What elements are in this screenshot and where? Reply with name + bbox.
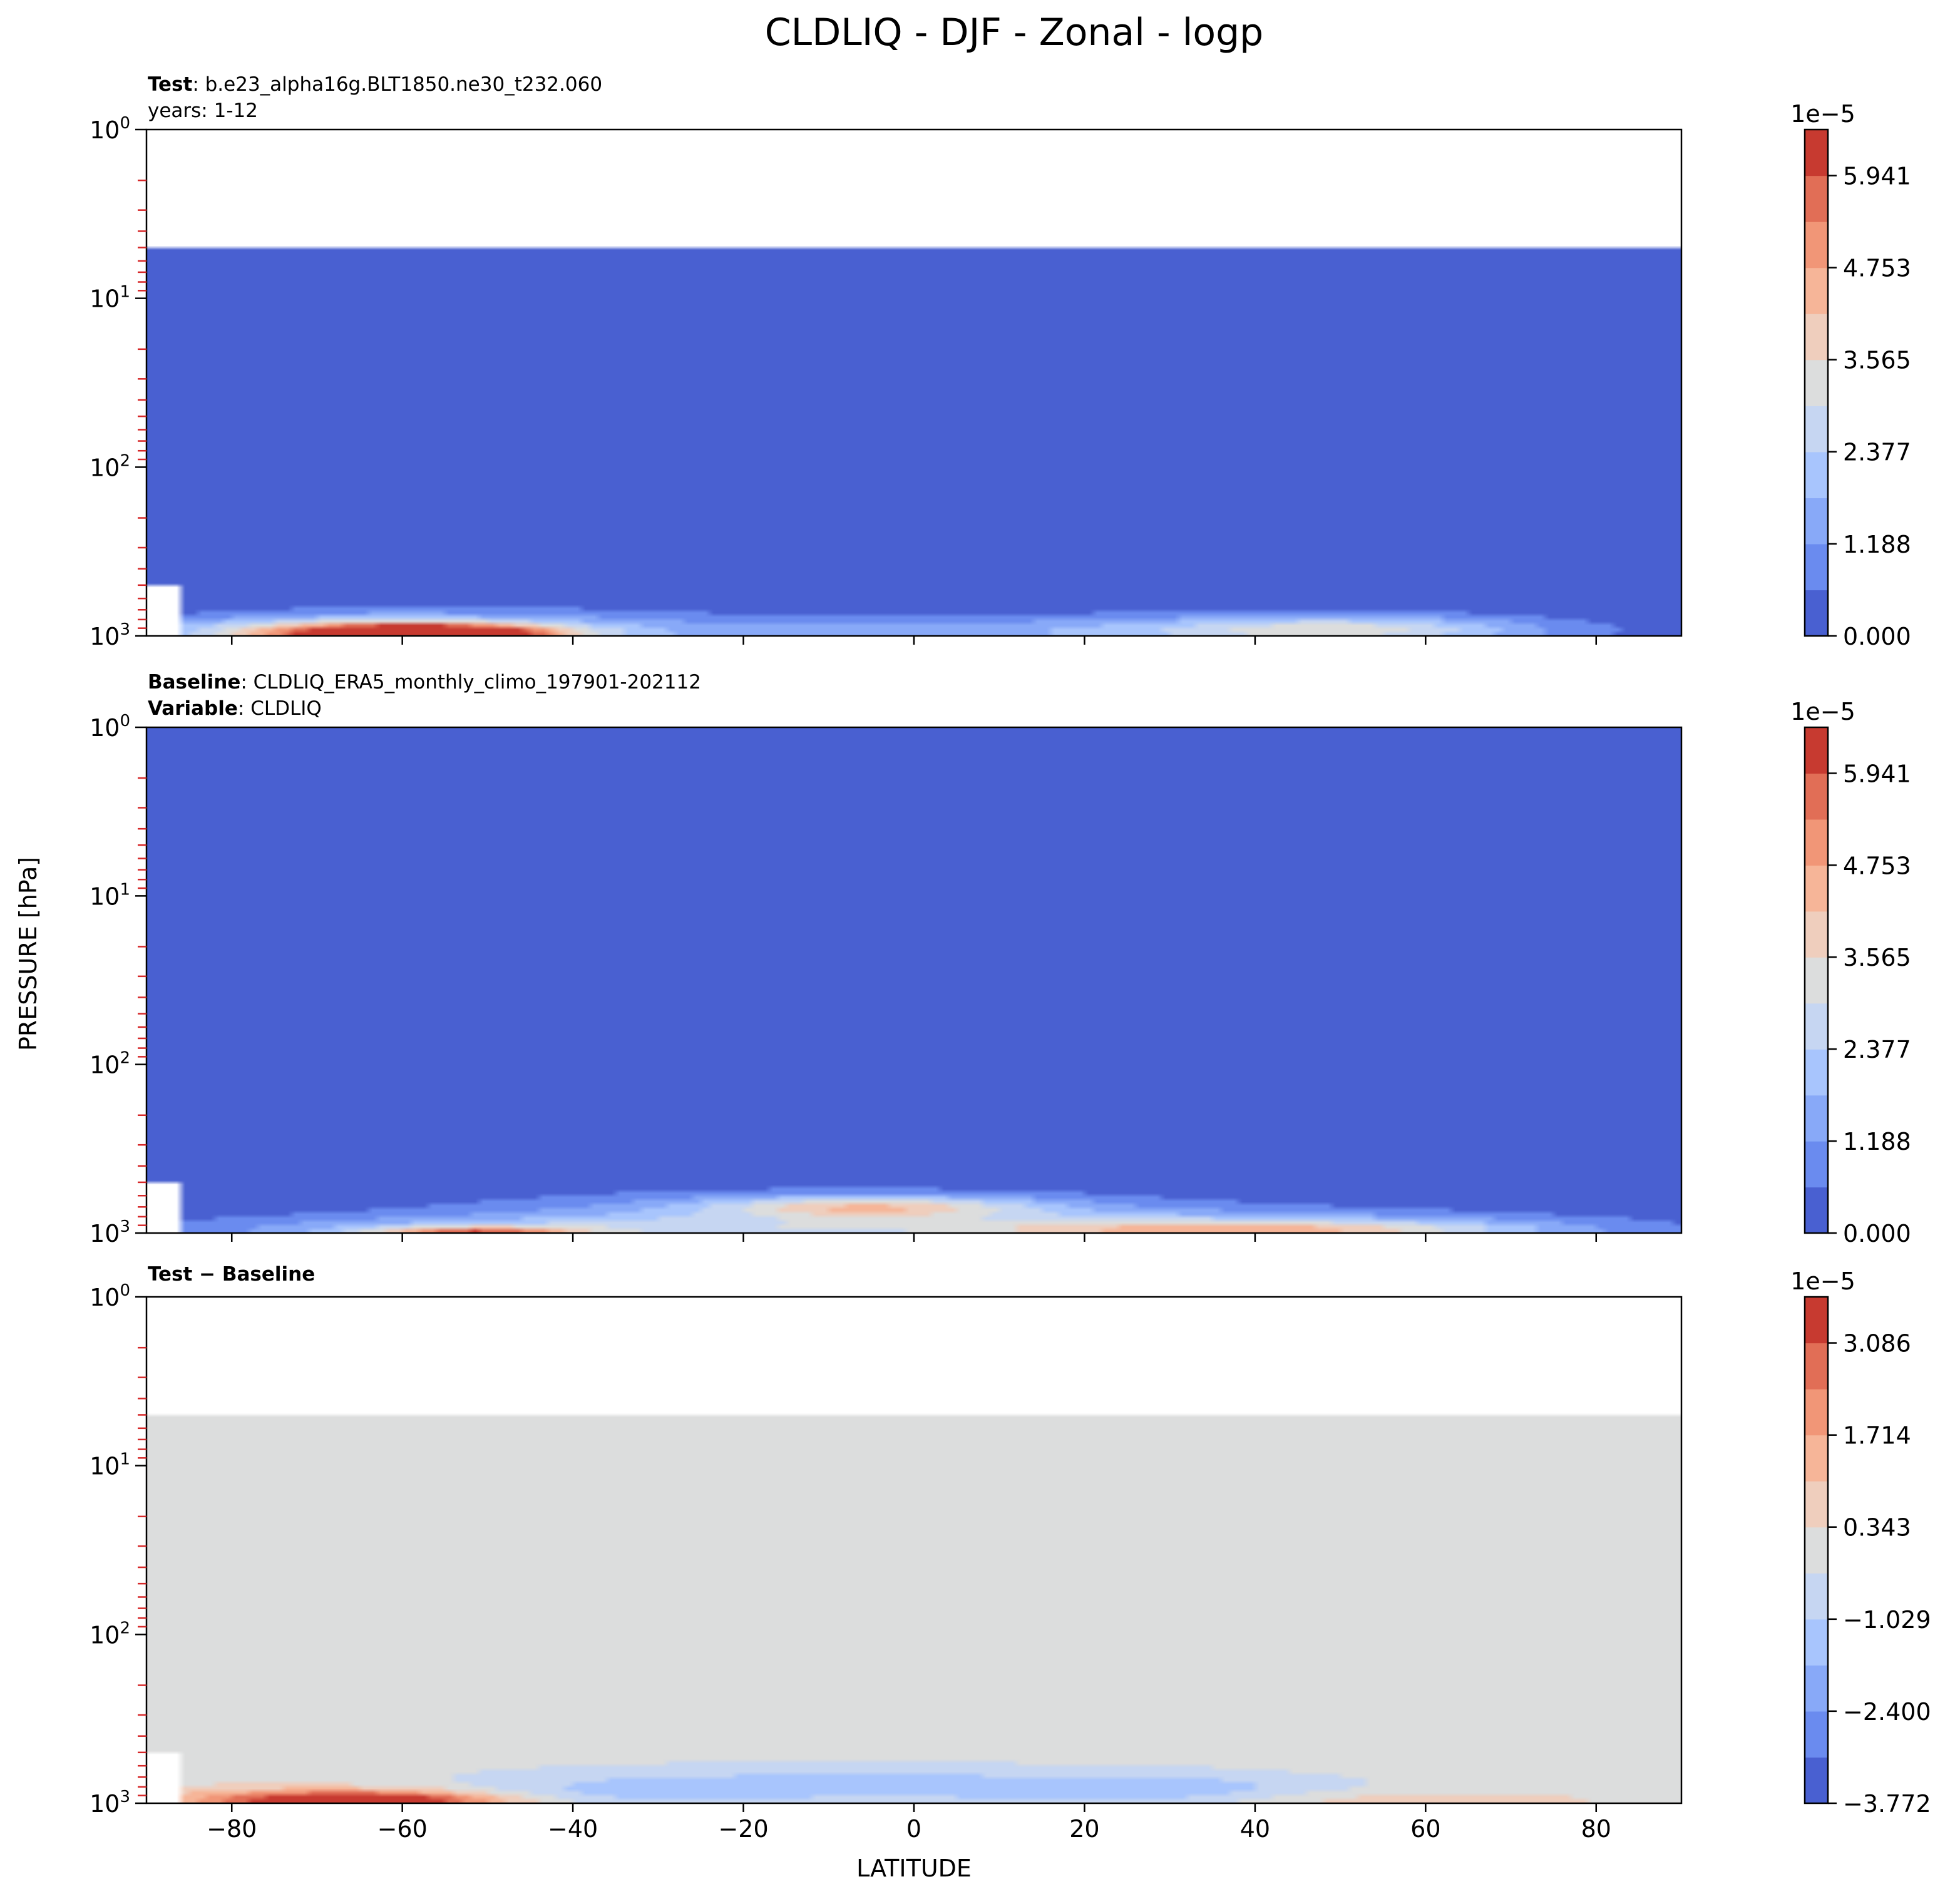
- y-tick-label: 103: [90, 1217, 130, 1247]
- colorbar-swatch: [1805, 590, 1828, 637]
- colorbar-tick-label: 5.941: [1843, 760, 1911, 787]
- colorbar-tick-label: −3.772: [1843, 1790, 1931, 1818]
- colorbar-swatch: [1805, 1665, 1828, 1712]
- y-tick-label: 103: [90, 1788, 130, 1818]
- x-tick-label: 0: [906, 1815, 921, 1843]
- colorbar-swatch: [1805, 498, 1828, 545]
- colorbar-exponent: 1e−5: [1790, 100, 1855, 128]
- colorbar-swatch: [1805, 359, 1828, 406]
- colorbar-swatch: [1805, 911, 1828, 958]
- y-tick-label: 102: [90, 1619, 130, 1649]
- y-tick-label: 103: [90, 620, 130, 650]
- colorbar-tick-label: 3.565: [1843, 944, 1911, 971]
- colorbar-tick-label: 4.753: [1843, 852, 1911, 879]
- panel-header-line: Test − Baseline: [148, 1263, 315, 1286]
- colorbar-exponent: 1e−5: [1790, 1267, 1855, 1295]
- colorbar-tick-label: 1.188: [1843, 531, 1911, 558]
- colorbar-tick-label: 1.714: [1843, 1422, 1911, 1450]
- colorbar-swatch: [1805, 819, 1828, 866]
- colorbar-tick-label: 0.000: [1843, 623, 1911, 650]
- y-tick-label: 100: [90, 1281, 130, 1311]
- x-tick-label: 60: [1410, 1815, 1440, 1843]
- colorbar-tick-label: −1.029: [1843, 1606, 1931, 1634]
- colorbar-swatch: [1805, 865, 1828, 912]
- y-tick-label: 101: [90, 1450, 130, 1480]
- y-tick-label: 101: [90, 880, 130, 910]
- colorbar-swatch: [1805, 1481, 1828, 1528]
- colorbar-tick-label: 2.377: [1843, 439, 1911, 466]
- colorbar-tick-label: 1.188: [1843, 1128, 1911, 1155]
- x-tick-label: 40: [1240, 1815, 1270, 1843]
- y-tick-label: 101: [90, 283, 130, 313]
- colorbar-swatch: [1805, 1711, 1828, 1758]
- colorbar-exponent: 1e−5: [1790, 698, 1855, 725]
- colorbar-swatch: [1805, 1389, 1828, 1436]
- x-tick-label: −80: [207, 1815, 257, 1843]
- y-tick-label: 102: [90, 1049, 130, 1079]
- colorbar-frame-2: [1804, 726, 1829, 1234]
- colorbar-swatch: [1805, 1757, 1828, 1804]
- colorbar-tick-label: 5.941: [1843, 163, 1911, 190]
- colorbar-swatch: [1805, 406, 1828, 453]
- colorbar-swatch: [1805, 1297, 1828, 1344]
- colorbar-swatch: [1805, 1619, 1828, 1666]
- colorbar-swatch: [1805, 543, 1828, 591]
- colorbar-swatch: [1805, 267, 1828, 314]
- colorbar-swatch: [1805, 727, 1828, 774]
- colorbar-swatch: [1805, 451, 1828, 498]
- figure-title: CLDLIQ - DJF - Zonal - logp: [765, 11, 1264, 54]
- colorbar-tick-label: 0.343: [1843, 1514, 1911, 1542]
- colorbar-swatch: [1805, 130, 1828, 177]
- colorbar-swatch: [1805, 1141, 1828, 1188]
- y-axis-label: PRESSURE [hPa]: [14, 857, 42, 1051]
- colorbar-swatch: [1805, 222, 1828, 269]
- colorbar-tick-label: 3.565: [1843, 347, 1911, 374]
- colorbar-frame-1: [1804, 128, 1829, 637]
- x-tick-label: −20: [718, 1815, 768, 1843]
- contour-fill-3: [146, 1297, 1681, 1803]
- colorbar-swatch: [1805, 175, 1828, 222]
- x-tick-label: 20: [1069, 1815, 1099, 1843]
- x-tick-label: −60: [377, 1815, 428, 1843]
- panel-header-line: Test: b.e23_alpha16g.BLT1850.ne30_t232.0…: [148, 73, 602, 96]
- x-tick-label: −40: [548, 1815, 598, 1843]
- contour-fill-1: [146, 130, 1681, 636]
- colorbar-tick-label: 2.377: [1843, 1036, 1911, 1063]
- y-tick-label: 100: [90, 712, 130, 742]
- y-tick-label: 102: [90, 451, 130, 481]
- panels: 100 101 102 103 Test: b.e23_alpha16g.BLT1850…: [90, 73, 1931, 1843]
- colorbar-swatch: [1805, 1343, 1828, 1390]
- colorbar-tick-label: 4.753: [1843, 255, 1911, 282]
- y-tick-label: 100: [90, 114, 130, 144]
- panel-header-line: Baseline: CLDLIQ_ERA5_monthly_climo_1979…: [148, 671, 701, 694]
- colorbar-swatch: [1805, 314, 1828, 361]
- colorbar-tick-label: −2.400: [1843, 1698, 1931, 1726]
- panel-2: 100 101 102 103 Baseline: CLDLIQ_ERA5_monthl…: [90, 671, 1911, 1247]
- colorbar-swatch: [1805, 1049, 1828, 1096]
- colorbar-swatch: [1805, 1435, 1828, 1482]
- colorbar-swatch: [1805, 1095, 1828, 1142]
- panel-1: 100 101 102 103 Test: b.e23_alpha16g.BLT1850…: [90, 73, 1911, 650]
- panel-3: −80 −60 −40 −20 0 20 40 60 80 100 101 102 103 Test − …: [90, 1263, 1931, 1843]
- x-axis-label: LATITUDE: [856, 1855, 972, 1882]
- colorbar-tick-label: 0.000: [1843, 1220, 1911, 1247]
- x-tick-label: 80: [1581, 1815, 1611, 1843]
- contour-fill-2: [146, 727, 1681, 1233]
- colorbar-swatch: [1805, 957, 1828, 1004]
- colorbar-swatch: [1805, 1003, 1828, 1050]
- panel-header-line: Variable: CLDLIQ: [148, 697, 322, 720]
- colorbar-swatch: [1805, 773, 1828, 820]
- panel-header-line: years: 1-12: [148, 100, 258, 122]
- colorbar-frame-3: [1804, 1296, 1829, 1804]
- colorbar-swatch: [1805, 1573, 1828, 1620]
- colorbar-swatch: [1805, 1527, 1828, 1574]
- colorbar-swatch: [1805, 1187, 1828, 1234]
- colorbar-tick-label: 3.086: [1843, 1330, 1911, 1358]
